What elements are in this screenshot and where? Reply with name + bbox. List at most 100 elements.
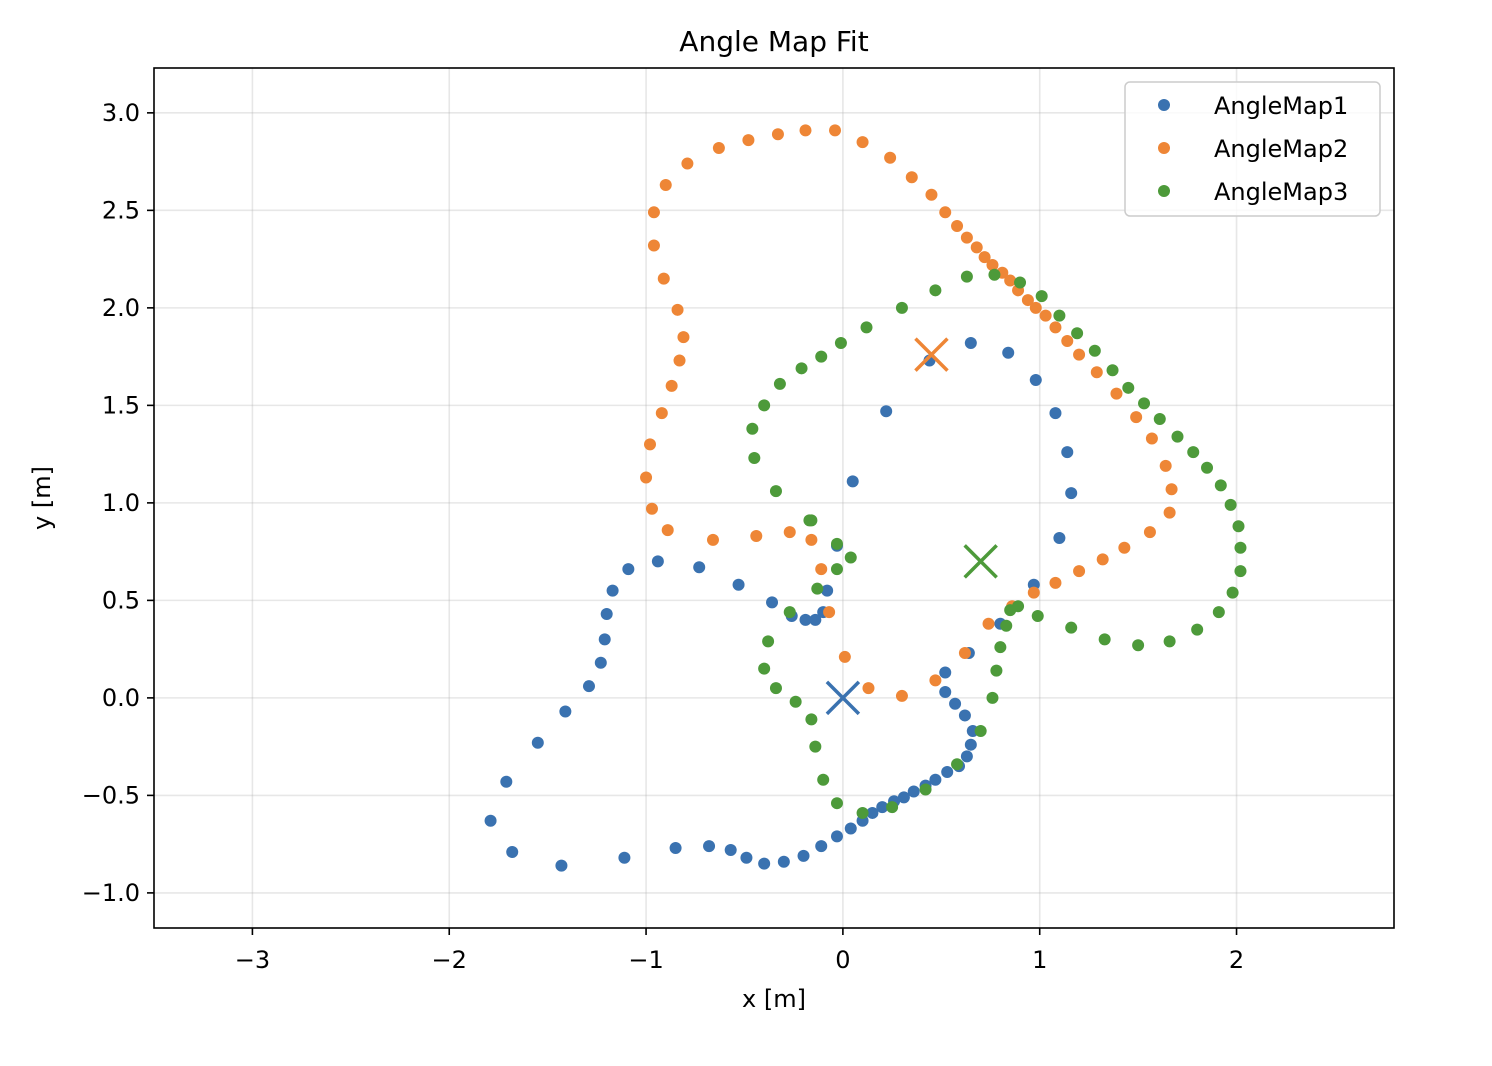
- data-point: [1132, 639, 1145, 652]
- data-point: [766, 596, 779, 609]
- data-point: [939, 206, 952, 219]
- data-point: [655, 407, 668, 420]
- data-point: [706, 533, 719, 546]
- data-point: [657, 272, 670, 285]
- data-point: [1035, 290, 1048, 303]
- data-point: [665, 379, 678, 392]
- data-point: [970, 241, 983, 254]
- data-point: [1029, 301, 1042, 314]
- data-point: [1004, 274, 1017, 287]
- data-point: [594, 656, 607, 669]
- data-point: [821, 584, 834, 597]
- data-point: [960, 750, 973, 763]
- data-point: [758, 662, 771, 675]
- data-point: [531, 736, 544, 749]
- data-point: [712, 141, 725, 154]
- plot-frame: [153, 67, 1395, 929]
- data-point: [1165, 483, 1178, 496]
- data-point: [799, 124, 812, 137]
- data-point: [964, 336, 977, 349]
- data-point: [994, 641, 1007, 654]
- data-point: [750, 530, 763, 543]
- data-point: [795, 362, 808, 375]
- data-point: [939, 666, 952, 679]
- data-point: [951, 758, 964, 771]
- data-point: [941, 765, 954, 778]
- legend-box: [1124, 81, 1381, 217]
- data-point: [769, 485, 782, 498]
- data-point: [651, 555, 664, 568]
- data-point: [555, 859, 568, 872]
- legend-marker: [1158, 185, 1170, 197]
- data-point: [815, 840, 828, 853]
- data-point: [982, 617, 995, 630]
- data-point: [907, 785, 920, 798]
- data-point: [799, 613, 812, 626]
- data-point: [1039, 309, 1052, 322]
- x-tick-label: −1: [628, 946, 663, 974]
- data-point: [1071, 327, 1084, 340]
- center-markers: [825, 337, 998, 716]
- data-point: [897, 791, 910, 804]
- data-point: [1224, 498, 1237, 511]
- data-point: [830, 797, 843, 810]
- data-point: [829, 124, 842, 137]
- data-point: [964, 738, 977, 751]
- data-point: [559, 705, 572, 718]
- data-point: [703, 840, 716, 853]
- data-points: [484, 124, 1247, 872]
- x-axis-ticks: −3 −2 −1 0 1 2: [235, 928, 1244, 974]
- data-point: [1145, 432, 1158, 445]
- y-tick-label: 0.0: [102, 684, 140, 712]
- data-point: [1049, 576, 1062, 589]
- legend-label: AngleMap3: [1214, 178, 1348, 206]
- data-point: [1014, 276, 1027, 289]
- data-point: [1061, 335, 1074, 348]
- data-point: [978, 251, 991, 264]
- center-marker: [963, 544, 998, 579]
- center-marker-stroke: [825, 680, 861, 716]
- data-point: [1153, 413, 1166, 426]
- data-point: [622, 563, 635, 576]
- data-point: [817, 773, 830, 786]
- center-marker: [825, 680, 861, 716]
- data-point: [1212, 606, 1225, 619]
- data-point: [809, 740, 822, 753]
- data-point: [805, 533, 818, 546]
- data-point: [1098, 633, 1111, 646]
- y-tick-label: 1.5: [102, 391, 140, 419]
- data-point: [748, 452, 761, 465]
- legend-label: AngleMap2: [1214, 135, 1348, 163]
- data-point: [1000, 619, 1013, 632]
- data-point: [1163, 635, 1176, 648]
- data-point: [844, 822, 857, 835]
- data-point: [988, 268, 1001, 281]
- data-point: [815, 350, 828, 363]
- data-point: [925, 188, 938, 201]
- data-point: [797, 849, 810, 862]
- data-point: [830, 537, 843, 550]
- data-point: [958, 709, 971, 722]
- legend-marker: [1158, 142, 1170, 154]
- data-point: [1214, 479, 1227, 492]
- data-point: [598, 633, 611, 646]
- data-point: [803, 514, 816, 527]
- data-point: [746, 422, 759, 435]
- series-AngleMap2: [640, 124, 1178, 702]
- data-point: [895, 689, 908, 702]
- data-point: [506, 845, 519, 858]
- x-tick-label: 2: [1229, 946, 1244, 974]
- data-point: [789, 695, 802, 708]
- y-tick-label: −0.5: [82, 781, 140, 809]
- data-point: [740, 851, 753, 864]
- data-point: [974, 725, 987, 738]
- data-point: [1012, 600, 1025, 613]
- data-point: [1226, 586, 1239, 599]
- data-point: [951, 219, 964, 232]
- data-point: [811, 582, 824, 595]
- x-tick-label: −2: [432, 946, 467, 974]
- data-point: [681, 157, 694, 170]
- data-point: [929, 284, 942, 297]
- data-point: [949, 697, 962, 710]
